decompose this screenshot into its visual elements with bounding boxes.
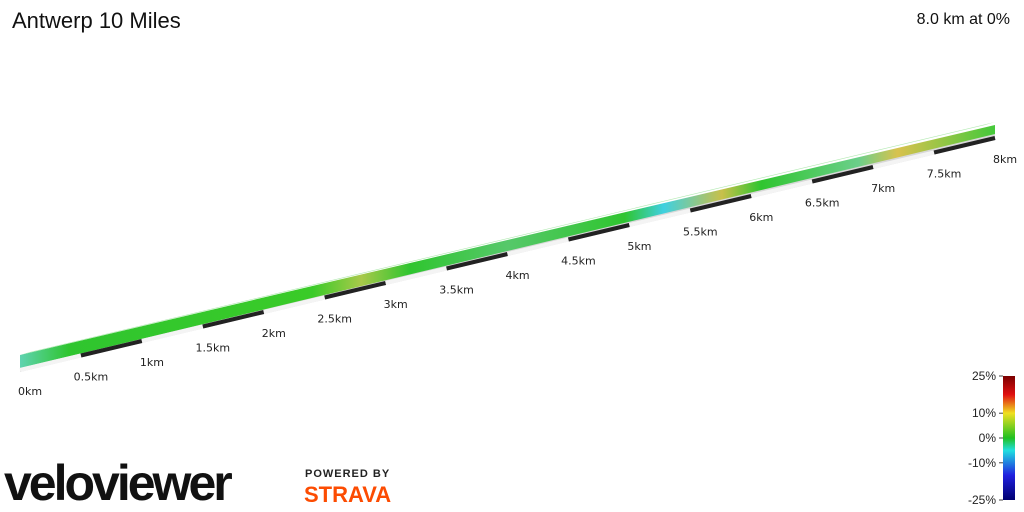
km-label: 0km <box>18 385 42 398</box>
km-segment <box>628 208 691 227</box>
km-segment <box>141 324 204 343</box>
km-segment <box>811 165 874 184</box>
scale-label: -10% <box>968 456 996 470</box>
km-label: 0.5km <box>74 371 109 384</box>
km-segment <box>933 136 996 155</box>
km-label: 1km <box>140 356 164 369</box>
km-segment <box>80 339 143 358</box>
km-segment <box>202 310 265 329</box>
km-label: 4km <box>505 269 529 282</box>
km-label: 2.5km <box>317 313 352 326</box>
km-label: 5km <box>627 240 651 253</box>
km-label: 6km <box>749 211 773 224</box>
km-label: 3km <box>384 298 408 311</box>
km-label: 6.5km <box>805 197 840 210</box>
km-segment <box>750 179 813 198</box>
title: Antwerp 10 Miles <box>12 8 181 33</box>
road-top <box>20 122 995 355</box>
km-label: 4.5km <box>561 255 596 268</box>
km-segment <box>446 252 508 271</box>
scale-label: 0% <box>979 431 997 445</box>
km-segment <box>689 194 752 213</box>
km-label: 7.5km <box>927 168 962 181</box>
km-label: 5.5km <box>683 226 718 239</box>
scale-label: 25% <box>972 369 996 383</box>
km-segment <box>567 223 630 242</box>
km-segment <box>507 237 569 256</box>
summary: 8.0 km at 0% <box>917 11 1010 28</box>
gradient-scale: 25% 10% 0% -10% -25% <box>968 369 1015 507</box>
km-segment <box>385 266 448 285</box>
km-label: 2km <box>262 327 286 340</box>
km-segment <box>263 295 326 314</box>
color-bar <box>1003 376 1015 500</box>
marker-layer: 0km 0.5km 1km 1.5km 2km 2.5km 3km 3.5km 4km 4.5km… <box>18 136 1017 398</box>
scale-label: -25% <box>968 493 996 507</box>
km-label: 1.5km <box>196 342 231 355</box>
road-side <box>20 125 995 368</box>
logo: veloviewer <box>4 455 232 511</box>
km-label: 7km <box>871 182 895 195</box>
profile: 0km 0.5km 1km 1.5km 2km 2.5km 3km 3.5km 4km 4.5km… <box>18 122 1017 398</box>
km-label: 3.5km <box>439 284 474 297</box>
km-segment <box>324 281 387 300</box>
partner-logo: STRAVA <box>304 482 391 507</box>
km-segment <box>19 353 82 372</box>
scale-label: 10% <box>972 406 996 420</box>
branding: veloviewer POWERED BY STRAVA <box>4 455 391 511</box>
powered-by: POWERED BY <box>305 468 390 480</box>
km-segment <box>872 150 935 169</box>
km-label: 8km <box>993 153 1017 166</box>
